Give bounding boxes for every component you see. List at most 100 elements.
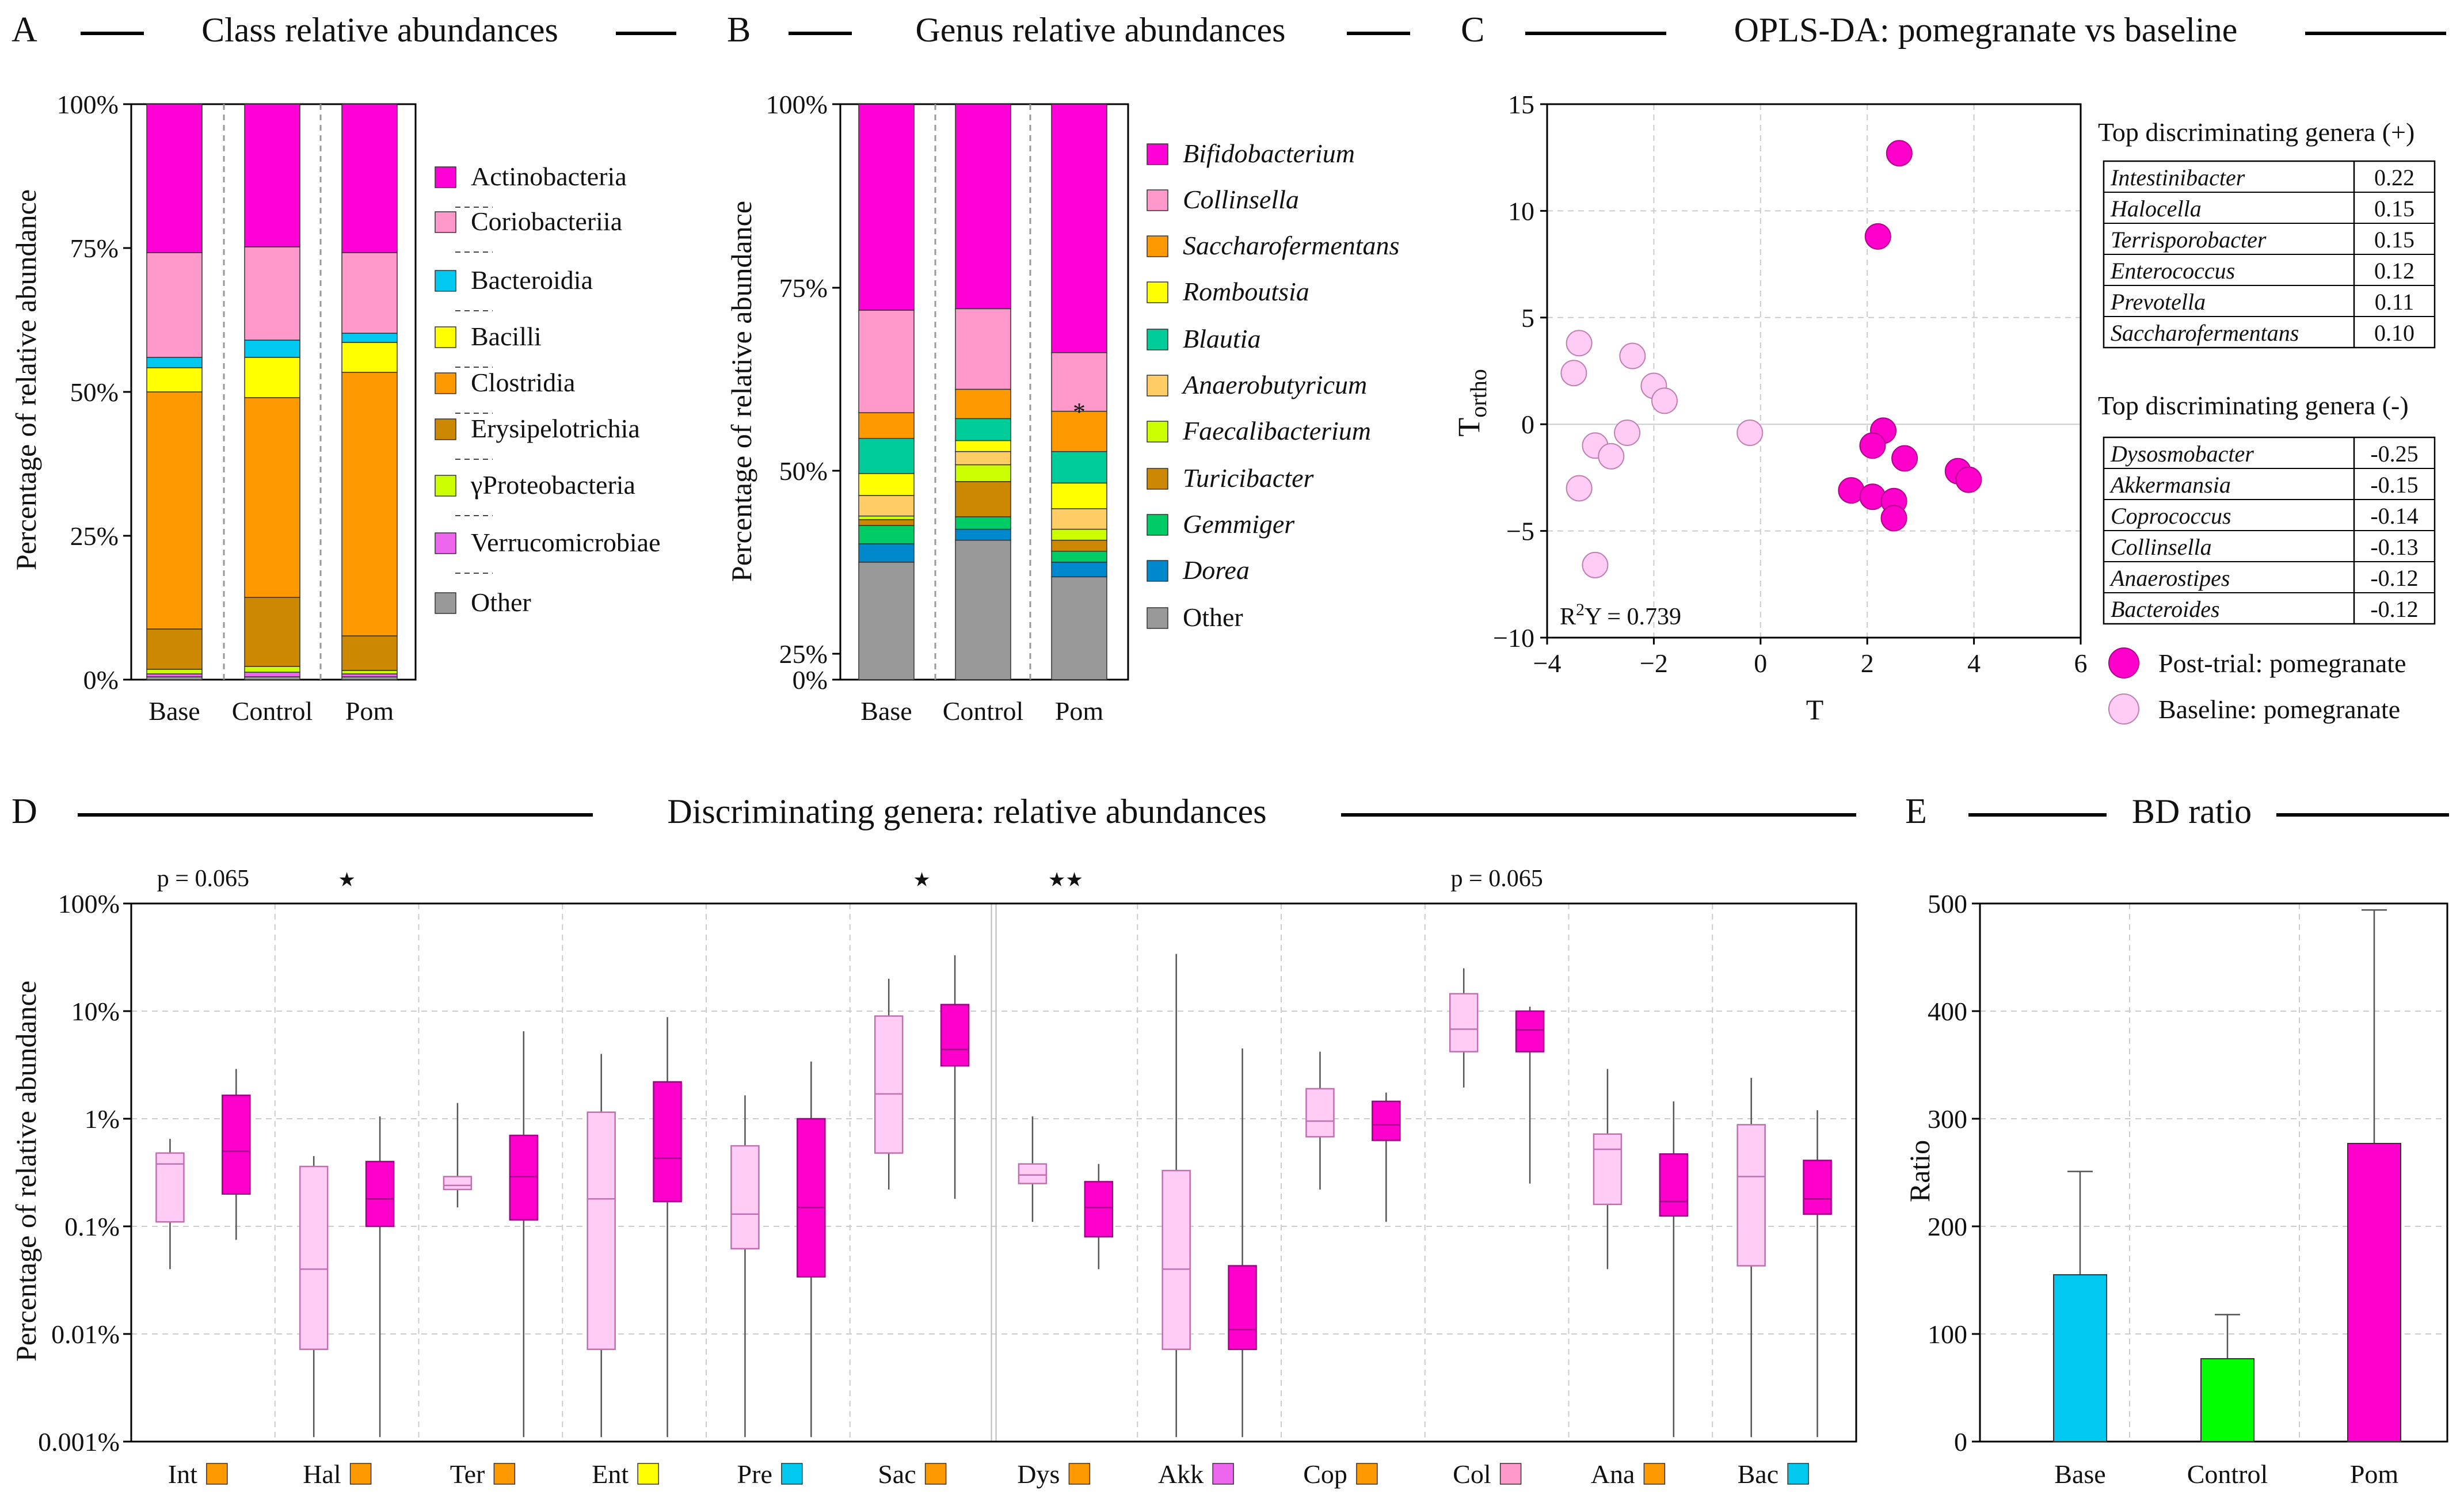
- legend-swatch-blautia: [1147, 329, 1168, 350]
- ytick-label: −5: [1506, 517, 1534, 546]
- bar-segment--proteobacteria-control: [244, 666, 300, 673]
- bar-segment-bifidobacterium-control: [955, 104, 1011, 310]
- legend-swatch-erysipelotrichia: [435, 418, 456, 440]
- ytick-label: 200: [1928, 1212, 1967, 1241]
- bar-segment-anaerobutyricum-base: [858, 495, 915, 517]
- bar-segment-collinsella-base: [858, 310, 915, 413]
- bar-segment-dorea-base: [858, 543, 915, 563]
- xtick-label-cop: Cop: [1303, 1459, 1347, 1489]
- panel-d-header: D Discriminating genera: relative abunda…: [12, 792, 1856, 831]
- legend-swatch-other: [435, 592, 456, 614]
- bar-segment-erysipelotrichia-pom: [341, 635, 398, 671]
- box-pom-int-box: [222, 1095, 251, 1195]
- bar-segment-dorea-control: [955, 528, 1011, 541]
- legend-label-turicibacter: Turicibacter: [1183, 463, 1315, 493]
- bar-segment-coriobacteriia-base: [146, 252, 203, 358]
- legend-swatch-turicibacter: [1147, 468, 1168, 490]
- xtick-label: 0: [1754, 649, 1767, 678]
- legend-label-collinsella: Collinsella: [1183, 185, 1299, 214]
- bar-segment-other-control: [955, 539, 1011, 680]
- scatter-point-post-trial: [1891, 445, 1918, 472]
- xtick-label-pre: Pre: [737, 1459, 772, 1489]
- ytick-label: 0.001%: [38, 1427, 120, 1457]
- scatter-point-baseline: [1582, 551, 1609, 578]
- box-pom-ter-box: [509, 1134, 539, 1221]
- bar-segment-faecalibacterium-pom: [1051, 528, 1107, 541]
- xtick-label-int: Int: [168, 1459, 197, 1489]
- table-genus: Dysosmobacter: [2110, 441, 2254, 467]
- box-base-hal-box: [299, 1165, 329, 1350]
- xtick-label-ana: Ana: [1591, 1459, 1635, 1489]
- legend-swatch-anaerobutyricum: [1147, 375, 1168, 397]
- bar-control: [2200, 1358, 2254, 1443]
- scatter-point-baseline: [1614, 420, 1641, 447]
- ytick-label: 25%: [70, 521, 119, 551]
- bar-segment-bifidobacterium-pom: [1051, 104, 1107, 353]
- table-genus: Terrisporobacter: [2111, 227, 2267, 253]
- xtick-label-col: Col: [1453, 1459, 1491, 1489]
- ytick-label: 50%: [70, 378, 119, 407]
- panel-c-points: [1560, 140, 1982, 578]
- panel-d-chart: Percentage of relative abundance 0.001%0…: [10, 866, 1857, 1489]
- panel-a-letter: A: [12, 10, 37, 49]
- xtick-label-dys: Dys: [1017, 1459, 1060, 1489]
- xtick-class-swatch-bacteroidia: [781, 1463, 803, 1485]
- panel-b-yticks: 0%25% 50% 75% 100%: [766, 90, 840, 695]
- legend-label-erysipelotrichia: Erysipelotrichia: [471, 414, 640, 443]
- bar-segment-coriobacteriia-pom: [341, 252, 398, 334]
- ytick-label: 10%: [71, 997, 120, 1026]
- ytick-label: 500: [1928, 889, 1967, 918]
- box-base-pre-box: [730, 1145, 760, 1250]
- table-value: -0.15: [2370, 472, 2418, 498]
- xtick-class-swatch-verrucomicrobiae: [1212, 1463, 1234, 1485]
- ytick-label: 75%: [70, 234, 119, 263]
- box-pom-col-box: [1515, 1010, 1545, 1053]
- bar-segment-verrucomicrobiae-control: [244, 672, 300, 677]
- bar-pom: [2347, 1143, 2401, 1442]
- xtick-label-ent: Ent: [592, 1459, 629, 1489]
- ytick-label: 0: [1521, 410, 1534, 439]
- box-pom-ana-box: [1659, 1153, 1689, 1217]
- table-value: 0.12: [2374, 258, 2415, 284]
- panel-c-legend: Post-trial: pomegranate Baseline: pomegra…: [2108, 647, 2406, 725]
- xtick-label: Base: [148, 696, 200, 726]
- panel-a-ylabel: Percentage of relative abundance: [10, 189, 42, 570]
- bar-segment-bacteroidia-pom: [341, 333, 398, 343]
- bar-segment-bacilli-base: [146, 367, 203, 392]
- legend-swatch-saccharofermentans: [1147, 235, 1168, 257]
- table-value: 0.15: [2374, 196, 2415, 222]
- bar-segment-faecalibacterium-base: [858, 515, 915, 520]
- bar-segment-erysipelotrichia-control: [244, 597, 300, 667]
- table-value: -0.13: [2370, 534, 2418, 560]
- xtick-class-swatch-clostridia: [349, 1463, 372, 1485]
- box-base-ter-box: [443, 1176, 473, 1191]
- panel-c-header: C OPLS-DA: pomegranate vs baseline: [1461, 10, 2446, 49]
- xtick-class-swatch-coriobacteriia: [1499, 1463, 1522, 1485]
- panel-e-title: BD ratio: [2132, 792, 2252, 830]
- bar-segment-turicibacter-pom: [1051, 539, 1107, 552]
- legend-swatch-coriobacteriia: [435, 211, 456, 233]
- table-value: 0.10: [2374, 320, 2415, 346]
- ytick-label: 10: [1508, 196, 1534, 226]
- scatter-point-post-trial: [1880, 505, 1907, 532]
- table-value: -0.12: [2370, 596, 2418, 622]
- scatter-point-baseline: [1598, 443, 1625, 470]
- xtick-label: Pom: [2350, 1459, 2399, 1489]
- panel-b-bars: [839, 103, 1129, 681]
- panel-b-title: Genus relative abundances: [915, 11, 1285, 49]
- box-pom-hal-box: [365, 1161, 395, 1227]
- bar-segment-anaerobutyricum-pom: [1051, 508, 1107, 530]
- xtick-label: Control: [232, 696, 313, 726]
- ytick-label: 0: [1954, 1427, 1967, 1457]
- bar-segment-other-pom: [1051, 576, 1107, 680]
- legend-label-blautia: Blautia: [1183, 324, 1260, 353]
- legend-label-other: Other: [1183, 603, 1243, 632]
- ytick-label: 100%: [766, 90, 828, 119]
- panel-e-chart: Ratio 0 100 200 300 400 500 Base Control Pom: [1903, 889, 2448, 1489]
- xtick-label: 6: [2074, 649, 2088, 678]
- panel-a-bars: [130, 103, 417, 681]
- annotation-significance: ★: [338, 870, 355, 891]
- ytick-label: 50%: [779, 456, 828, 486]
- box-base-dys-box: [1018, 1163, 1048, 1184]
- panel-c-tables: Top discriminating genera (+) Intestiniba…: [2098, 117, 2436, 625]
